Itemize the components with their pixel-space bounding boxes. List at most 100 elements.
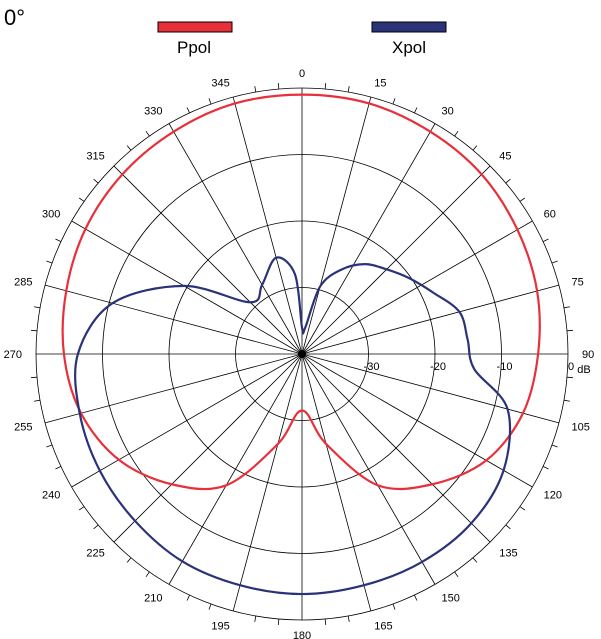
tick-mark xyxy=(472,145,478,151)
tick-mark xyxy=(454,130,459,137)
tick-mark xyxy=(519,197,526,202)
angle-label: 180 xyxy=(293,630,311,639)
spoke-line xyxy=(301,96,372,355)
tick-mark xyxy=(542,466,549,470)
legend-label-xpol: Xpol xyxy=(392,38,426,57)
tick-mark xyxy=(78,197,85,202)
tick-mark xyxy=(347,615,350,622)
legend-swatch-ppol xyxy=(157,21,233,33)
legend-label-ppol: Ppol xyxy=(177,38,211,57)
spoke-line xyxy=(301,220,533,355)
angle-label: 315 xyxy=(86,150,104,162)
tick-mark xyxy=(566,376,573,379)
tick-mark xyxy=(277,83,280,90)
series-group xyxy=(61,93,541,596)
tick-mark xyxy=(55,466,62,470)
spoke-line xyxy=(232,353,303,612)
tick-mark xyxy=(392,98,396,105)
tick-mark xyxy=(78,506,85,511)
db-tick-label: -30 xyxy=(364,361,380,373)
angle-label: 255 xyxy=(14,422,32,434)
angle-label: 300 xyxy=(42,209,60,221)
angle-label: 135 xyxy=(499,548,517,560)
angle-label: 60 xyxy=(544,209,556,221)
db-tick-label: -20 xyxy=(430,361,446,373)
tick-mark xyxy=(505,178,511,184)
spoke-line xyxy=(168,353,303,585)
tick-mark xyxy=(93,178,99,184)
angle-labels: 0 15 30 45 60 75 90 105 120 135 150 165 180 195 210 225… xyxy=(4,68,595,639)
angle-label: 45 xyxy=(499,150,511,162)
tick-mark xyxy=(347,86,350,93)
tick-mark xyxy=(254,615,257,622)
angle-spokes xyxy=(36,88,568,620)
series-line-xpol xyxy=(74,256,512,596)
spoke-line xyxy=(301,353,491,543)
tick-mark xyxy=(145,571,150,578)
tick-mark xyxy=(563,399,570,402)
angle-label: 75 xyxy=(571,276,583,288)
spoke-line xyxy=(113,165,303,355)
spoke-line xyxy=(301,353,533,488)
legend-swatch-xpol xyxy=(371,21,447,33)
tick-mark xyxy=(126,557,132,563)
tick-mark xyxy=(414,594,418,601)
tick-mark xyxy=(208,98,212,105)
tick-mark xyxy=(566,329,573,332)
tick-mark xyxy=(277,618,280,625)
spoke-line xyxy=(71,353,303,488)
angle-label: 30 xyxy=(442,106,454,118)
spoke-line xyxy=(113,353,303,543)
tick-mark xyxy=(563,306,570,309)
angle-label: 165 xyxy=(374,620,392,632)
angle-label: 270 xyxy=(4,349,22,361)
db-tick-label: -10 xyxy=(497,361,513,373)
spoke-line xyxy=(301,123,436,355)
tick-mark xyxy=(454,571,459,578)
tick-mark xyxy=(31,329,38,332)
angle-label: 210 xyxy=(144,592,162,604)
spoke-line xyxy=(44,284,303,355)
tick-mark xyxy=(186,107,190,114)
angle-label: 90 xyxy=(582,349,594,361)
outer-tick-marks xyxy=(31,83,573,625)
tick-mark xyxy=(551,260,558,264)
angle-label: 105 xyxy=(571,422,589,434)
db-labels: -30 -20 -10 0 dB xyxy=(364,361,591,376)
spoke-line xyxy=(232,96,303,355)
angle-label: 195 xyxy=(211,620,229,632)
angle-label: 0 xyxy=(299,68,305,80)
tick-mark xyxy=(324,618,327,625)
angle-label: 345 xyxy=(211,78,229,90)
tick-mark xyxy=(324,83,327,90)
db-unit-label: dB xyxy=(577,364,590,376)
spoke-line xyxy=(71,220,303,355)
angle-label: 120 xyxy=(544,490,562,502)
angle-label: 285 xyxy=(14,276,32,288)
tick-mark xyxy=(254,86,257,93)
spoke-line xyxy=(301,284,560,355)
spoke-line xyxy=(301,165,491,355)
angle-label: 225 xyxy=(86,548,104,560)
tick-mark xyxy=(93,524,99,530)
tick-mark xyxy=(208,603,212,610)
tick-mark xyxy=(472,557,478,563)
spoke-line xyxy=(168,123,303,355)
tick-mark xyxy=(551,444,558,448)
tick-mark xyxy=(186,594,190,601)
tick-mark xyxy=(519,506,526,511)
tick-mark xyxy=(126,145,132,151)
tick-mark xyxy=(46,260,53,264)
tick-mark xyxy=(414,107,418,114)
angle-label: 15 xyxy=(374,78,386,90)
angle-label: 330 xyxy=(144,106,162,118)
tick-mark xyxy=(392,603,396,610)
tick-mark xyxy=(542,238,549,242)
spoke-line xyxy=(301,353,372,612)
spoke-line xyxy=(44,353,303,424)
spoke-line xyxy=(301,353,560,424)
db-tick-label: 0 xyxy=(568,361,574,373)
legend: Ppol Xpol xyxy=(157,21,447,57)
tick-mark xyxy=(31,376,38,379)
